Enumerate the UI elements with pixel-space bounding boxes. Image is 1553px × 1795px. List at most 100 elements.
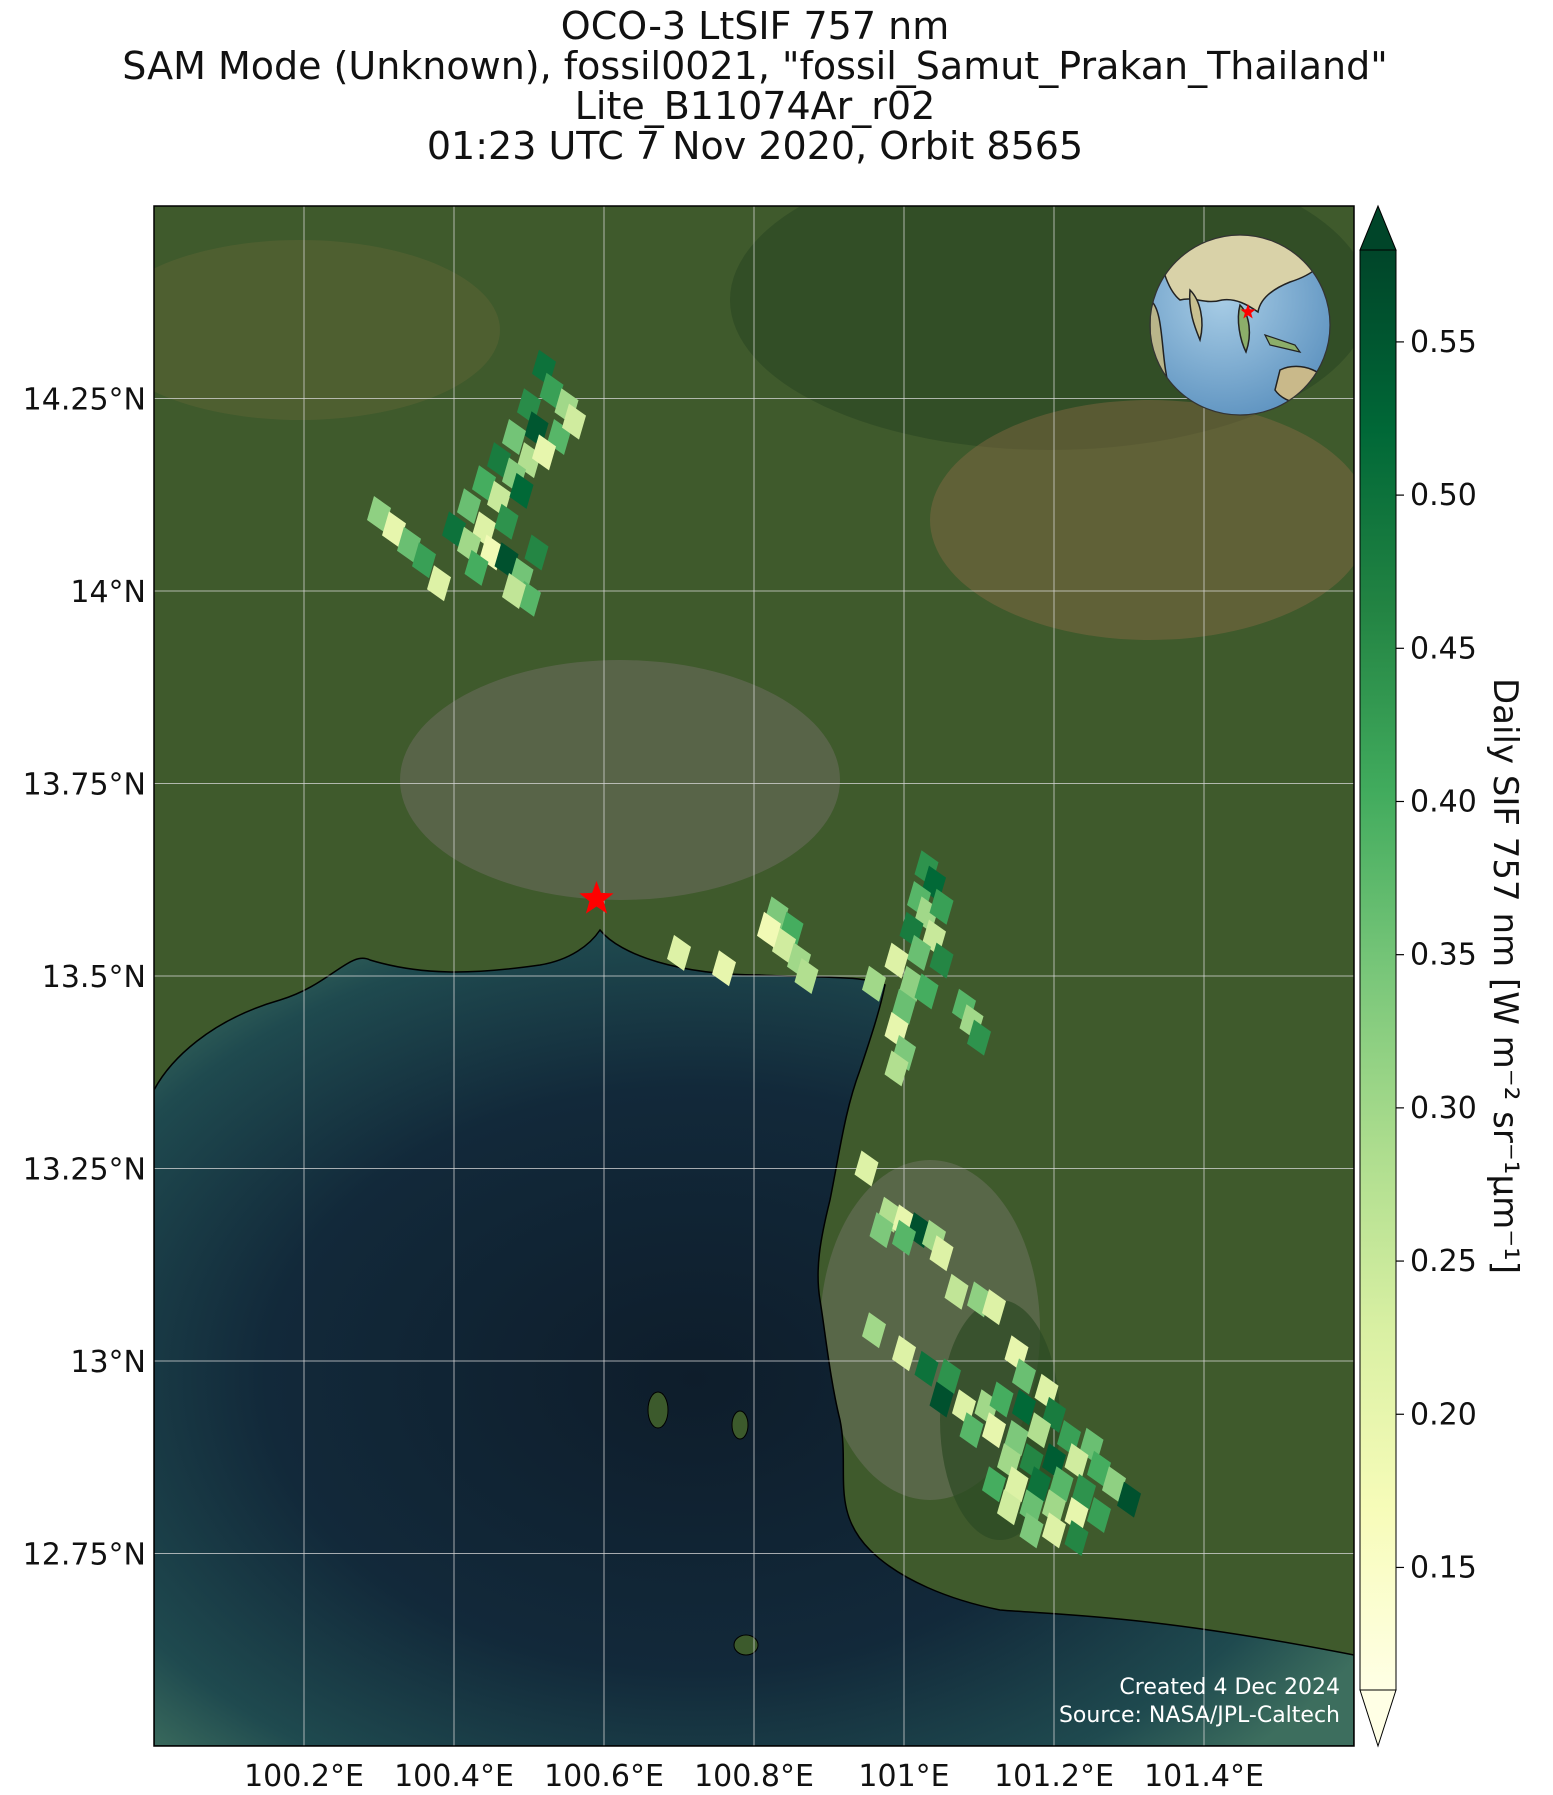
longitude-tick-labels: 100.2°E 100.4°E 100.6°E 100.8°E 101°E 101.2°E… xyxy=(244,1759,1264,1794)
colorbar-tick-label: 0.35 xyxy=(1410,938,1477,973)
lon-tick-label: 100.6°E xyxy=(544,1759,664,1794)
sif-sounding xyxy=(1012,1358,1036,1395)
map-frame xyxy=(153,205,1355,1747)
sif-sounding xyxy=(1117,1481,1141,1518)
lat-tick-label: 13.75°N xyxy=(23,768,146,803)
sif-sounding xyxy=(464,549,489,586)
sif-sounding xyxy=(532,434,556,471)
lon-tick-label: 101°E xyxy=(858,1759,949,1794)
sif-sounding xyxy=(1049,1466,1074,1503)
sif-sounding xyxy=(959,1412,984,1449)
target-site-star-icon xyxy=(579,881,614,914)
sif-sounding xyxy=(862,1312,886,1349)
sif-sounding xyxy=(1027,1412,1051,1449)
sif-sounding xyxy=(667,934,691,971)
island xyxy=(731,1410,749,1440)
globe-star-icon xyxy=(1240,304,1256,319)
sif-sounding xyxy=(929,888,954,925)
sif-sounding xyxy=(929,1381,954,1418)
sif-sounding xyxy=(1012,1389,1036,1426)
island xyxy=(733,1634,759,1656)
sif-sounding xyxy=(862,965,886,1002)
target-star-shape xyxy=(579,881,614,914)
sif-sounding xyxy=(427,565,451,602)
sif-sounding xyxy=(494,503,519,540)
colorbar-tick-label: 0.55 xyxy=(1410,325,1477,360)
title-line-1: OCO-3 LtSIF 757 nm xyxy=(560,4,950,48)
sif-sounding xyxy=(457,488,481,525)
title-line-4: 01:23 UTC 7 Nov 2020, Orbit 8565 xyxy=(426,124,1084,168)
farmland-west xyxy=(154,240,500,420)
gridlines xyxy=(154,206,1354,1746)
sif-sounding xyxy=(937,1358,961,1395)
sif-sounding xyxy=(1064,1520,1089,1557)
lat-tick-label: 13.5°N xyxy=(42,960,146,995)
sif-sounding xyxy=(944,1273,969,1310)
sif-sounding xyxy=(1087,1450,1111,1487)
sif-sounding xyxy=(757,911,781,948)
colorbar-tick-label: 0.25 xyxy=(1410,1244,1477,1279)
sif-sounding xyxy=(712,950,736,987)
lon-tick-label: 100.4°E xyxy=(394,1759,514,1794)
lat-tick-label: 14.25°N xyxy=(23,383,146,418)
sif-sounding xyxy=(772,927,796,964)
lat-tick-label: 13.25°N xyxy=(23,1153,146,1188)
sif-sounding xyxy=(502,419,526,455)
lat-tick-label: 14°N xyxy=(70,575,146,610)
sif-sounding xyxy=(487,442,511,479)
sif-sounding xyxy=(907,934,931,971)
sif-sounding xyxy=(524,534,549,571)
sif-sounding xyxy=(1042,1512,1066,1549)
colorbar-extend-min xyxy=(1359,1689,1397,1748)
lon-tick-label: 101.2°E xyxy=(994,1759,1114,1794)
sif-sounding xyxy=(929,1235,954,1272)
colorbar-tick-label: 0.20 xyxy=(1410,1397,1477,1432)
sif-sounding xyxy=(382,511,406,548)
sif-sounding xyxy=(997,1489,1021,1526)
latitude-tick-labels: 14.25°N 14°N 13.75°N 13.5°N 13.25°N 13°N 12.75… xyxy=(23,383,146,1573)
colorbar-label: Daily SIF 757 nm [W m⁻² sr⁻¹μm⁻¹] xyxy=(1485,678,1525,1274)
sif-sounding xyxy=(884,942,909,979)
colorbar-tick-label: 0.50 xyxy=(1410,478,1477,513)
sif-sounding xyxy=(914,973,939,1010)
sif-sounding xyxy=(1072,1473,1096,1510)
sif-sounding xyxy=(1064,1443,1089,1480)
island xyxy=(647,1391,669,1429)
sif-sounding xyxy=(869,1212,894,1249)
lon-tick-label: 101.4°E xyxy=(1144,1759,1264,1794)
globe-star-shape xyxy=(1240,304,1256,319)
lat-tick-label: 12.75°N xyxy=(23,1538,146,1573)
sif-sounding xyxy=(929,942,954,979)
colorbar-scale xyxy=(1359,249,1397,1691)
colorbar-extend-max xyxy=(1359,204,1397,251)
sif-sounding xyxy=(502,573,526,609)
sif-sounding xyxy=(1087,1497,1111,1533)
sif-sounding xyxy=(442,511,466,548)
sif-sounding xyxy=(1004,1466,1029,1503)
globe-indonesia xyxy=(1263,333,1302,353)
lat-tick-label: 13°N xyxy=(70,1345,146,1380)
sif-sounding xyxy=(982,1289,1006,1326)
lon-tick-label: 100.8°E xyxy=(694,1759,814,1794)
map-panel: Created 4 Dec 2024 Source: NASA/JPL-Calt… xyxy=(154,206,1354,1746)
sif-sounding xyxy=(1102,1466,1126,1503)
sif-sounding xyxy=(854,1150,879,1187)
colorbar-tick-label: 0.30 xyxy=(1410,1091,1477,1126)
title-line-2: SAM Mode (Unknown), fossil0021, "fossil_… xyxy=(122,44,1388,88)
sif-sounding xyxy=(472,465,496,502)
sif-sounding xyxy=(1019,1512,1044,1549)
sif-sounding xyxy=(794,958,819,994)
sif-sounding xyxy=(412,542,436,579)
sif-sounding xyxy=(982,1412,1006,1449)
sif-sounding xyxy=(989,1381,1014,1418)
sif-sounding xyxy=(509,472,534,509)
sif-sounding xyxy=(494,542,519,579)
globe-india xyxy=(1188,288,1203,343)
colorbar-tick-label: 0.45 xyxy=(1410,631,1477,666)
lon-tick-label: 100.2°E xyxy=(244,1759,364,1794)
title-line-3: Lite_B11074Ar_r02 xyxy=(574,84,936,128)
sif-sounding xyxy=(892,1335,916,1372)
farmland-area xyxy=(930,400,1354,640)
colorbar-tick-label: 0.15 xyxy=(1410,1550,1477,1585)
